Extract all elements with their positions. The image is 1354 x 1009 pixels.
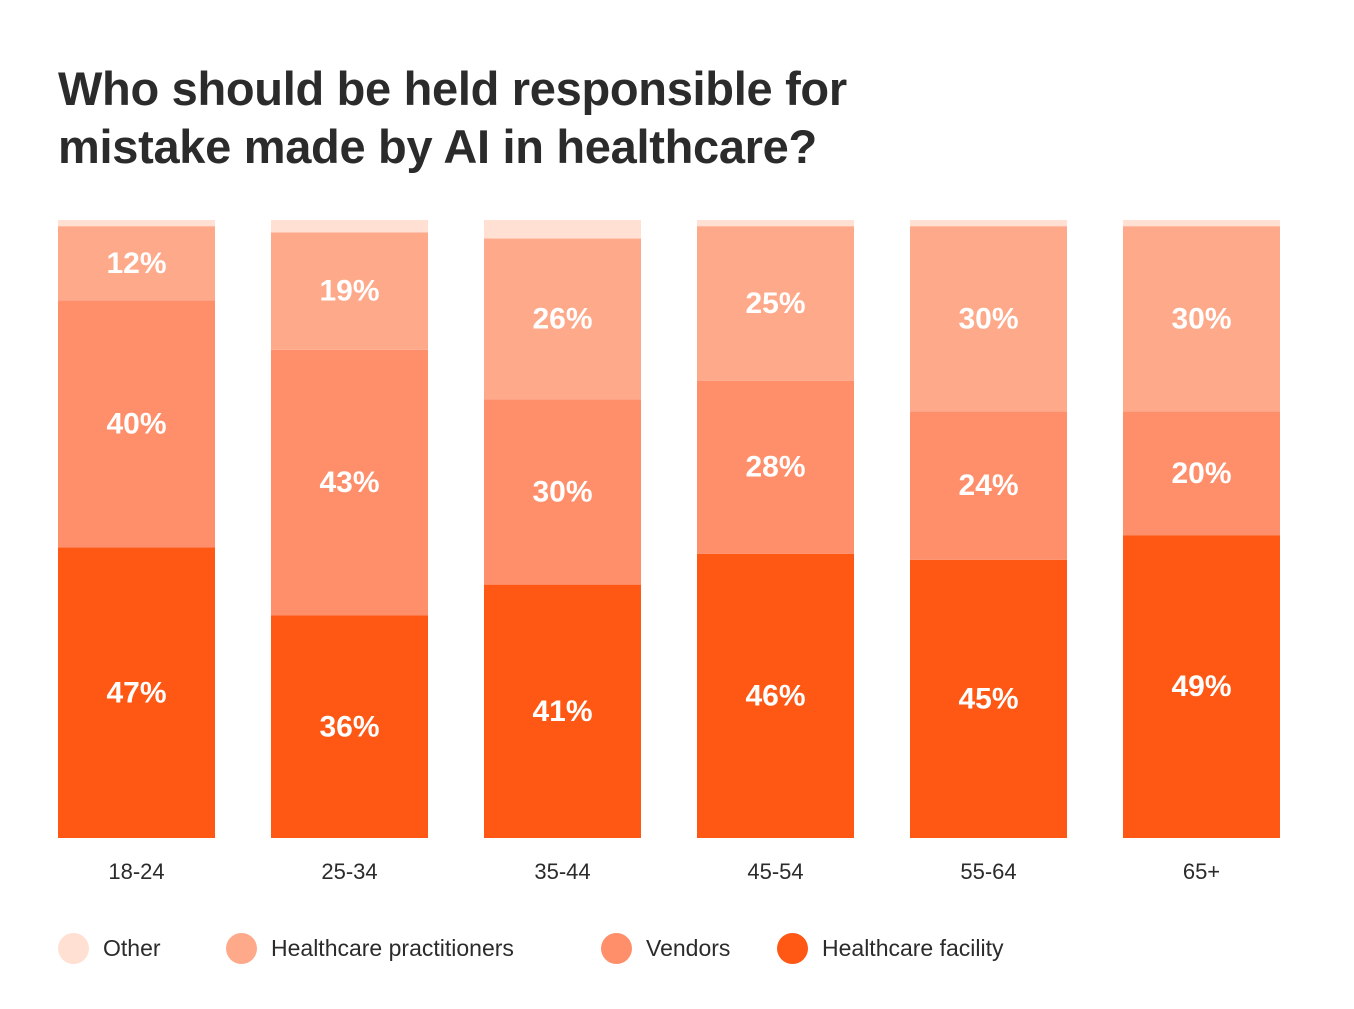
data-label-vendors-35-44: 30% — [532, 475, 592, 508]
data-label-healthcare-practitioners-18-24: 12% — [106, 247, 166, 280]
bar-segment-vendors-25-34 — [271, 349, 428, 616]
data-label-healthcare-facility-65: 49% — [1171, 670, 1231, 703]
legend-item-other: Other — [58, 930, 161, 966]
data-label-healthcare-facility-18-24: 47% — [106, 676, 166, 709]
x-tick-label-45-54: 45-54 — [747, 859, 803, 884]
data-label-vendors-55-64: 24% — [958, 469, 1018, 502]
bar-segment-healthcare-practitioners-18-24 — [58, 226, 215, 301]
bar-segment-healthcare-practitioners-65 — [1123, 226, 1280, 412]
bar-segment-healthcare-practitioners-55-64 — [910, 226, 1067, 412]
legend-item-healthcare-facility: Healthcare facility — [777, 930, 1004, 966]
data-label-healthcare-facility-25-34: 36% — [319, 710, 379, 743]
data-label-vendors-18-24: 40% — [106, 407, 166, 440]
data-label-healthcare-facility-55-64: 45% — [958, 682, 1018, 715]
bar-segment-healthcare-facility-45-54 — [697, 553, 854, 838]
bar-segment-vendors-65 — [1123, 411, 1280, 536]
bar-segment-vendors-18-24 — [58, 300, 215, 548]
data-label-healthcare-practitioners-55-64: 30% — [958, 302, 1018, 335]
x-tick-label-25-34: 25-34 — [321, 859, 377, 884]
data-label-vendors-25-34: 43% — [319, 466, 379, 499]
x-tick-label-35-44: 35-44 — [534, 859, 590, 884]
legend-swatch-healthcare-practitioners — [226, 932, 257, 964]
x-tick-label-55-64: 55-64 — [960, 859, 1016, 884]
bar-segment-vendors-55-64 — [910, 411, 1067, 560]
bar-segment-other-65 — [1123, 220, 1280, 227]
data-label-healthcare-practitioners-35-44: 26% — [532, 302, 592, 335]
x-tick-label-18-24: 18-24 — [108, 859, 164, 884]
bar-segment-other-25-34 — [271, 220, 428, 233]
bar-segment-other-35-44 — [484, 220, 641, 239]
data-label-healthcare-practitioners-25-34: 19% — [319, 275, 379, 308]
bar-segment-healthcare-facility-25-34 — [271, 615, 428, 838]
chart-title-line-2: mistake made by AI in healthcare? — [58, 120, 817, 173]
data-label-healthcare-practitioners-45-54: 25% — [745, 287, 805, 320]
bar-segment-healthcare-facility-65 — [1123, 535, 1280, 838]
bar-segment-healthcare-practitioners-35-44 — [484, 238, 641, 400]
legend-item-healthcare-practitioners: Healthcare practitioners — [226, 930, 514, 966]
legend-label-vendors: Vendors — [646, 934, 731, 961]
x-tick-label-65: 65+ — [1183, 859, 1220, 884]
stacked-bar-chart: 47% 40% 12% 18-24 36% 43% 19% 25-34 41% 30% 26% 35-… — [58, 220, 1280, 884]
data-label-healthcare-practitioners-65: 30% — [1171, 302, 1231, 335]
data-label-healthcare-facility-45-54: 46% — [745, 679, 805, 712]
legend-swatch-healthcare-facility — [777, 932, 808, 964]
data-label-vendors-65: 20% — [1171, 457, 1231, 490]
bar-segment-other-18-24 — [58, 220, 215, 227]
legend-item-vendors: Vendors — [601, 930, 730, 966]
legend-label-healthcare-facility: Healthcare facility — [822, 934, 1004, 961]
chart-title: Who should be held responsible for mista… — [58, 60, 1058, 176]
bar-segment-vendors-35-44 — [484, 399, 641, 585]
bar-segment-other-45-54 — [697, 220, 854, 227]
legend-swatch-vendors — [601, 932, 632, 964]
bar-segment-healthcare-facility-55-64 — [910, 559, 1067, 838]
chart-title-line-1: Who should be held responsible for — [58, 62, 847, 115]
legend-label-healthcare-practitioners: Healthcare practitioners — [271, 934, 514, 961]
legend-swatch-other — [58, 932, 89, 964]
bar-segment-vendors-45-54 — [697, 380, 854, 554]
bar-segment-healthcare-practitioners-45-54 — [697, 226, 854, 381]
bar-segment-healthcare-facility-18-24 — [58, 547, 215, 838]
bar-segment-healthcare-facility-35-44 — [484, 584, 641, 838]
legend-label-other: Other — [103, 934, 161, 961]
bar-segment-other-55-64 — [910, 220, 1067, 227]
data-label-healthcare-facility-35-44: 41% — [532, 695, 592, 728]
bar-segment-healthcare-practitioners-25-34 — [271, 232, 428, 350]
data-label-vendors-45-54: 28% — [745, 451, 805, 484]
